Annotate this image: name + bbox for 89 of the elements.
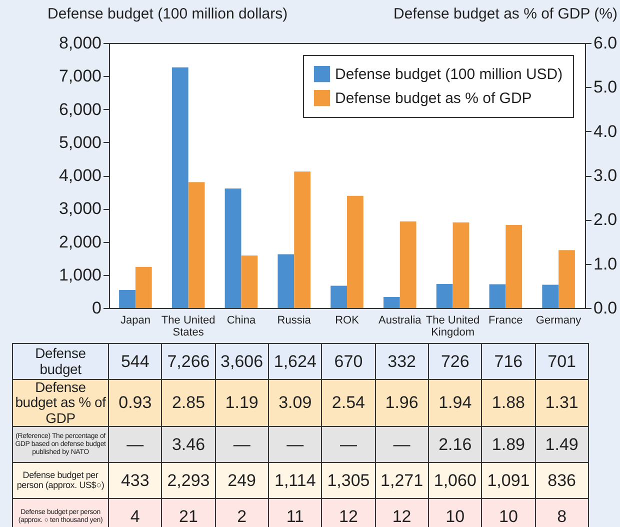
data-label: 716 <box>482 344 536 380</box>
bar <box>347 196 364 308</box>
x-tick-label: The United Kingdom <box>426 314 480 338</box>
text: 1.89 <box>482 426 536 463</box>
text: 1,271 <box>375 462 428 499</box>
text: 1,114 <box>268 462 322 499</box>
text: 433 <box>108 462 162 499</box>
text: Defense budget as % of GDP <box>12 379 108 427</box>
y-tick-label: 0 <box>92 298 102 318</box>
data-label: 3.09 <box>268 380 322 427</box>
y-axis-title: Defense budget (100 million dollars) <box>48 6 288 22</box>
text: 249 <box>215 462 268 499</box>
text: Defense budget per person (approx. US$○) <box>12 462 108 499</box>
y2-tick-label: 3.0 <box>594 166 618 185</box>
text: 8 <box>535 498 588 527</box>
y-tick-label: 8,000 <box>58 34 102 52</box>
text: 2 <box>215 498 268 527</box>
text: 3.46 <box>162 426 216 463</box>
text: Defense budget <box>12 344 108 380</box>
data-label: 2.54 <box>322 380 376 427</box>
bar <box>489 284 506 308</box>
legend-label: Defense budget as % of GDP <box>335 90 532 107</box>
data-label: 2.85 <box>162 380 216 427</box>
x-tick-label: France <box>488 314 523 326</box>
y-tick-label: 5,000 <box>58 132 102 152</box>
x-tick-label: Australia <box>378 314 422 326</box>
x-tick-label: Japan <box>120 314 150 326</box>
bar <box>506 224 522 308</box>
bar <box>383 297 400 308</box>
text: 2,293 <box>162 462 216 499</box>
text: 836 <box>535 462 588 499</box>
text: 1,091 <box>482 462 536 499</box>
data-label: 0.93 <box>108 380 162 427</box>
x-tick-label: Germany <box>536 314 582 326</box>
data-label: 1.19 <box>215 380 268 427</box>
text: 21 <box>162 498 216 527</box>
bar <box>330 286 347 308</box>
y-tick-label: 2,000 <box>58 232 102 252</box>
data-label: 544 <box>108 344 162 380</box>
y-tick-label: 4,000 <box>58 166 102 185</box>
data-label: 701 <box>535 344 588 380</box>
text: 1,305 <box>322 462 376 499</box>
data-label: 1.31 <box>535 380 588 427</box>
text: 1.49 <box>535 426 588 463</box>
legend-label: Defense budget (100 million USD) <box>335 66 563 83</box>
text: — <box>375 426 428 463</box>
y2-tick-label: 5.0 <box>594 78 618 97</box>
y2-tick-label: 2.0 <box>594 210 618 230</box>
data-label: 332 <box>375 344 428 380</box>
data-label: 1.96 <box>375 380 428 427</box>
text: 4 <box>108 498 162 527</box>
data-label: 7,266 <box>162 344 216 380</box>
y2-tick-label: 4.0 <box>594 122 618 141</box>
text: 10 <box>428 498 482 527</box>
y2-tick-label: 1.0 <box>594 254 618 274</box>
text: — <box>268 426 322 463</box>
data-label: 1,624 <box>268 344 322 380</box>
x-tick-label: ROK <box>335 314 360 326</box>
bar <box>400 221 416 308</box>
y2-tick-label: 6.0 <box>594 34 618 52</box>
text: 12 <box>375 498 428 527</box>
text: 2.16 <box>428 426 482 463</box>
y2-axis-title: Defense budget as % of GDP (%) <box>393 6 618 22</box>
text: — <box>108 426 162 463</box>
bar <box>558 250 575 308</box>
text: — <box>215 426 268 463</box>
text: 10 <box>482 498 536 527</box>
y2-tick-label: 0.0 <box>594 298 618 318</box>
y-tick-label: 7,000 <box>58 66 102 86</box>
text: 11 <box>268 498 322 527</box>
data-label: 1.94 <box>428 380 482 427</box>
bar <box>224 188 242 308</box>
y-tick-label: 3,000 <box>58 199 102 218</box>
x-tick-label: The United States <box>161 314 216 338</box>
text: 12 <box>322 498 376 527</box>
data-label: 1.88 <box>482 380 536 427</box>
y-tick-label: 1,000 <box>58 265 102 284</box>
bar <box>436 284 453 308</box>
data-label: 726 <box>428 344 482 380</box>
bar <box>294 172 311 308</box>
text: 1,060 <box>428 462 482 499</box>
bar <box>135 266 152 308</box>
data-label: 3,606 <box>215 344 268 380</box>
data-label: 670 <box>322 344 376 380</box>
x-tick-label: China <box>226 314 256 326</box>
bar <box>452 222 470 308</box>
y-tick-label: 6,000 <box>58 100 102 119</box>
text: — <box>322 426 376 463</box>
x-tick-label: Russia <box>277 314 312 326</box>
